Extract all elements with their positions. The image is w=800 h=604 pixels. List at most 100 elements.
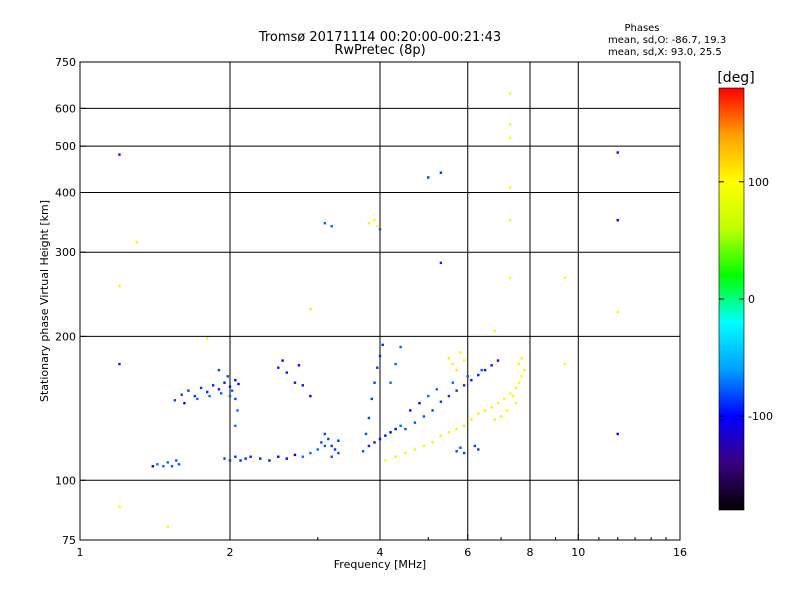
scatter-point (480, 368, 483, 372)
scatter-point (399, 345, 402, 349)
scatter-point (293, 381, 297, 384)
y-tick-label: 200 (55, 330, 76, 343)
scatter-point (394, 427, 397, 431)
scatter-point (473, 444, 477, 448)
scatter-point (389, 431, 392, 434)
scatter-point (439, 400, 443, 403)
scatter-point (490, 364, 493, 367)
scatter-point (511, 394, 515, 398)
scatter-point (373, 441, 376, 444)
scatter-point (211, 384, 215, 387)
scatter-point (327, 437, 330, 441)
scatter-point (277, 366, 280, 369)
y-tick-label: 600 (55, 102, 76, 115)
scatter-point (293, 453, 297, 457)
scatter-point (384, 434, 387, 437)
scatter-point (477, 373, 480, 377)
data-points (118, 92, 619, 528)
scatter-point (447, 394, 451, 398)
scatter-point (373, 381, 376, 384)
scatter-point (490, 406, 493, 409)
x-axis-label: Frequency [MHz] (334, 558, 426, 571)
scatter-point (496, 401, 500, 405)
scatter-point (333, 448, 337, 451)
scatter-point (309, 394, 312, 398)
scatter-point (523, 368, 526, 372)
scatter-point (447, 357, 451, 360)
scatter-point (223, 381, 226, 384)
scatter-point (384, 459, 387, 462)
scatter-point (226, 375, 230, 378)
scatter-point (514, 401, 518, 405)
scatter-point (228, 385, 232, 388)
scatter-point (205, 337, 209, 340)
scatter-point (508, 276, 512, 280)
scatter-point (520, 357, 523, 360)
phases-o-stats: mean, sd,O: -86.7, 19.3 (608, 35, 726, 46)
scatter-point (196, 397, 199, 401)
scatter-point (462, 384, 466, 387)
scatter-point (394, 455, 397, 458)
scatter-point (439, 434, 443, 437)
scatter-point (162, 465, 165, 468)
y-tick-label: 400 (55, 186, 76, 199)
x-tick-label: 10 (571, 546, 585, 559)
x-tick-label: 16 (673, 546, 687, 559)
scatter-point (496, 359, 500, 362)
scatter-point (177, 463, 181, 466)
x-tick-label: 2 (227, 546, 234, 559)
scatter-point (563, 362, 567, 366)
scatter-point (517, 381, 521, 384)
scatter-point (337, 439, 340, 442)
scatter-point (330, 444, 333, 448)
scatter-point (234, 455, 237, 458)
scatter-point (455, 389, 458, 392)
scatter-point (563, 276, 567, 280)
scatter-point (118, 505, 121, 509)
scatter-point (301, 384, 305, 387)
scatter-point (413, 421, 417, 424)
y-axis-ticks: 75 100 200 300 400 500 600 750 (55, 56, 86, 547)
scatter-point (187, 389, 190, 392)
scatter-point (118, 284, 121, 288)
scatter-point (234, 424, 237, 428)
x-tick-label: 1 (77, 546, 84, 559)
scatter-point (373, 219, 376, 222)
scatter-point (193, 394, 197, 398)
scatter-point (205, 390, 209, 394)
phases-x-stats: mean, sd,X: 93.0, 25.5 (608, 47, 722, 58)
scatter-point (517, 362, 521, 366)
scatter-point (230, 389, 234, 392)
scatter-point (180, 393, 183, 396)
scatter-point (234, 378, 237, 382)
scatter-point (316, 448, 319, 451)
y-tick-label: 500 (55, 140, 76, 153)
scatter-point (439, 171, 443, 174)
scatter-point (459, 446, 462, 449)
y-axis-label: Stationary phase Virtual Height [km] (38, 200, 51, 402)
scatter-point (508, 219, 512, 222)
scatter-point (323, 432, 327, 436)
scatter-point (367, 444, 371, 448)
scatter-point (404, 427, 407, 431)
scatter-point (166, 461, 169, 464)
scatter-point (483, 409, 487, 412)
chart-title: Tromsø 20171114 00:20:00-00:21:43 (258, 30, 501, 45)
y-tick-label: 75 (62, 534, 76, 547)
colorbar-ticks: 100 0 -100 (719, 176, 773, 423)
scatter-point (259, 457, 262, 460)
scatter-point (462, 359, 466, 362)
scatter-point (399, 424, 402, 428)
scatter-point (470, 378, 473, 382)
scatter-point (455, 450, 458, 453)
scatter-point (483, 368, 487, 372)
scatter-point (281, 359, 284, 362)
scatter-point (239, 459, 242, 462)
scatter-point (431, 441, 434, 444)
scatter-point (156, 463, 159, 466)
scatter-point (228, 394, 232, 398)
scatter-point (422, 415, 426, 418)
chart-subtitle: RwPretec (8p) (334, 43, 425, 58)
scatter-point (508, 92, 512, 95)
scatter-point (135, 240, 138, 244)
